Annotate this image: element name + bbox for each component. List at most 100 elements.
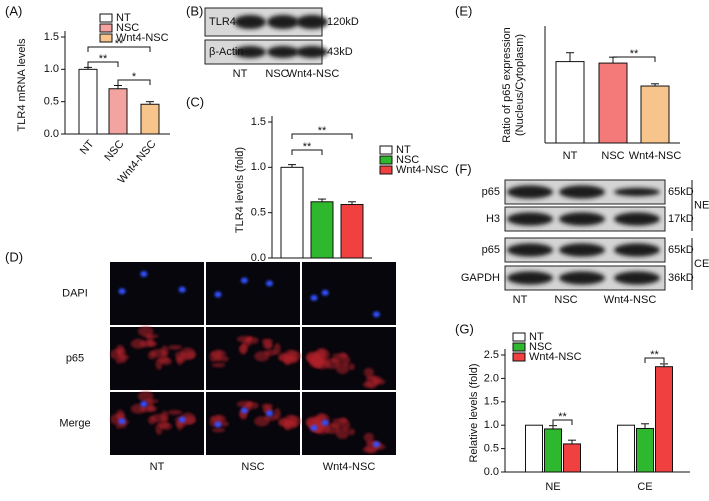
panel-label: (D) — [5, 249, 23, 264]
y-axis-label: TLR4 mRNA levels — [16, 38, 28, 131]
image-row-label: DAPI — [62, 287, 88, 299]
legend-swatch — [99, 23, 113, 33]
p65-stain — [120, 356, 127, 364]
dapi-nucleus — [265, 410, 273, 417]
bar — [140, 103, 160, 135]
blot-band — [559, 271, 605, 285]
bar — [617, 424, 635, 473]
p65-stain — [284, 357, 291, 366]
p65-stain — [264, 414, 277, 422]
p65-stain — [332, 353, 348, 358]
bar — [563, 443, 581, 473]
legend-swatch — [99, 13, 113, 23]
significance-bracket — [291, 149, 323, 155]
p65-stain — [167, 344, 183, 350]
blot-row-label: p65 — [482, 186, 500, 198]
legend-swatch — [379, 165, 393, 175]
lane-label: NSC — [265, 68, 288, 80]
bar — [108, 88, 128, 135]
x-tick-label: Wnt4-NSC — [629, 150, 682, 162]
bar — [544, 428, 562, 473]
micrograph — [302, 262, 396, 325]
significance-bracket — [87, 46, 151, 52]
p65-stain — [211, 427, 226, 433]
blot-row-label: H3 — [486, 213, 500, 225]
legend-swatch — [99, 33, 113, 43]
dapi-nucleus — [140, 270, 148, 277]
p65-stain — [318, 413, 327, 419]
y-tick-label: 0.0 — [251, 252, 266, 264]
p65-stain — [348, 428, 355, 436]
legend-label: NT — [396, 144, 411, 156]
p65-stain — [146, 405, 157, 412]
y-tick-label: 0.5 — [484, 443, 499, 455]
p65-stain — [264, 349, 277, 357]
dapi-nucleus — [321, 289, 329, 296]
bar — [340, 204, 364, 259]
blot-band — [507, 185, 553, 199]
y-tick-label: 1.0 — [44, 63, 59, 75]
dapi-nucleus — [140, 400, 148, 407]
image-column-label: NT — [150, 461, 165, 473]
significance-label: ** — [115, 38, 124, 50]
blot-size-label: 43kD — [327, 46, 353, 58]
p65-stain — [220, 355, 229, 362]
significance-bracket — [117, 79, 151, 85]
p65-stain — [332, 418, 348, 423]
legend-label: NSC — [396, 154, 419, 166]
significance-label: ** — [303, 141, 312, 153]
blot-band — [267, 46, 299, 58]
p65-stain — [284, 422, 291, 431]
panel-label: (G) — [455, 321, 474, 336]
p65-stain — [273, 343, 281, 356]
legend-label: NT — [116, 12, 131, 24]
blot-band — [267, 15, 299, 29]
blot-band — [559, 212, 605, 226]
panel-label: (B) — [186, 3, 203, 18]
p65-stain — [261, 403, 273, 409]
dapi-nucleus — [240, 277, 248, 284]
y-tick-label: 2.0 — [484, 372, 499, 384]
blot-band — [559, 243, 605, 257]
p65-stain — [236, 400, 253, 408]
p65-stain — [167, 409, 183, 415]
p65-stain — [116, 409, 125, 420]
dapi-nucleus — [321, 419, 329, 426]
significance-label: * — [132, 71, 137, 83]
legend-swatch — [379, 155, 393, 165]
blot-band — [559, 185, 605, 199]
panel-label: (C) — [186, 94, 204, 109]
lane-label: Wnt4-NSC — [604, 294, 657, 306]
p65-stain — [331, 421, 345, 429]
p65-stain — [261, 338, 273, 344]
y-tick-label: 1.5 — [484, 396, 499, 408]
p65-stain — [342, 420, 351, 431]
panel-label: (F) — [455, 161, 472, 176]
p65-stain — [146, 340, 157, 347]
p65-stain — [348, 363, 355, 371]
p65-stain — [158, 421, 170, 428]
legend-label: Wnt4-NSC — [529, 351, 582, 363]
blot-band — [296, 15, 328, 29]
blot-band — [296, 46, 328, 58]
y-tick-label: 0.0 — [484, 466, 499, 478]
p65-stain — [116, 344, 125, 355]
legend-swatch — [512, 332, 526, 342]
y-axis-label: Relative levels (fold) — [468, 363, 480, 462]
p65-stain — [236, 335, 253, 343]
legend-swatch — [512, 342, 526, 352]
lane-label: Wnt4-NSC — [287, 68, 340, 80]
legend-label: Wnt4-NSC — [396, 164, 449, 176]
image-row-label: p65 — [66, 352, 84, 364]
y-tick-label: 1.0 — [484, 419, 499, 431]
x-tick-label: NT — [78, 138, 97, 157]
panel-label: (E) — [455, 3, 472, 18]
y-axis-label: (Nucleus/Cytoplasm) — [514, 34, 526, 136]
blot-row-label: β-Actin — [209, 46, 243, 58]
bar — [525, 424, 543, 473]
micrograph — [206, 262, 300, 325]
dapi-nucleus — [372, 441, 380, 448]
dapi-nucleus — [118, 288, 126, 295]
x-tick-label: CE — [637, 481, 652, 493]
bar — [655, 366, 673, 473]
